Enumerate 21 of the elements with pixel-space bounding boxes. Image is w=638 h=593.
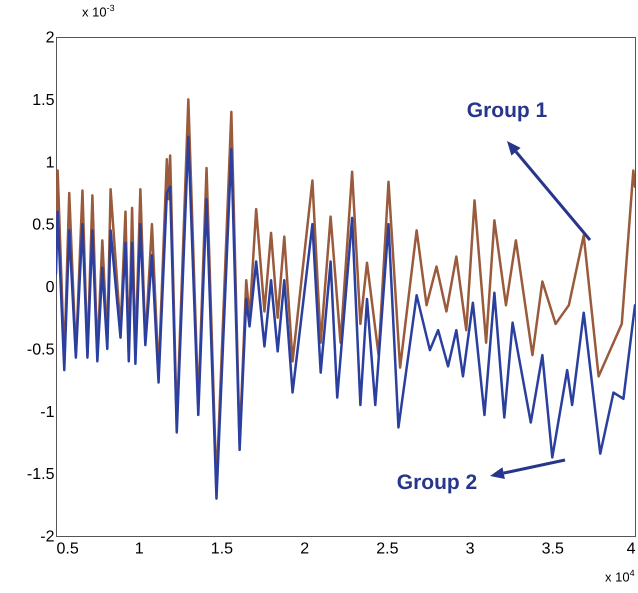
y-tick-label: 0 [46, 279, 55, 296]
y-tick-label: 1.5 [32, 92, 55, 109]
x-tick-label: 1 [134, 540, 144, 558]
x-tick-label: 2.5 [376, 540, 399, 558]
y-tick-label: 1 [46, 154, 55, 172]
y-tick-label: -2 [40, 528, 55, 546]
annotation: Group 1 [466, 99, 548, 122]
text: x 10$^{4}$ [605, 568, 635, 584]
y-tick-label: 0.5 [32, 216, 55, 234]
x-tick-label: 3.5 [542, 540, 564, 558]
x-tick-label: 4 [626, 540, 636, 558]
annotation: Group 2 [396, 471, 478, 494]
y-tick-label: -0.5 [26, 341, 55, 358]
x-tick-label: 2 [300, 540, 310, 558]
text: x 10$^{-3}$ [82, 3, 115, 20]
y-tick-label: -1.5 [26, 466, 55, 484]
x-tick-label: 3 [466, 540, 475, 558]
y-tick-label: -1 [40, 404, 55, 421]
x-tick-label: 0.5 [56, 540, 79, 558]
x-tick-label: 1.5 [210, 540, 234, 558]
y-tick-label: 2 [46, 30, 55, 46]
